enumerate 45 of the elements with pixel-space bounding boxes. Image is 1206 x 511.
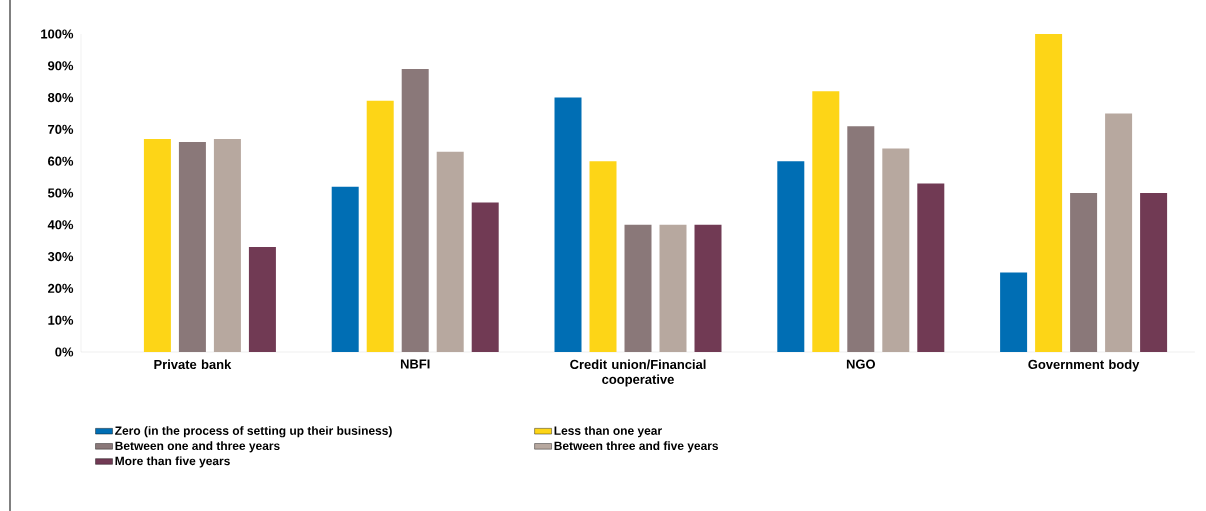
bar <box>624 224 652 352</box>
y-tick-label: 20% <box>48 283 74 293</box>
bar <box>178 142 206 352</box>
x-tick-label: Credit union/Financial cooperative <box>570 359 706 387</box>
bar <box>554 97 582 352</box>
bar <box>694 224 722 352</box>
bar <box>366 100 394 352</box>
x-tick-label: NGO <box>846 359 876 369</box>
bar <box>143 138 171 352</box>
bar <box>847 126 875 352</box>
bar <box>1070 192 1098 352</box>
bar <box>213 138 241 352</box>
x-tick-label: NBFI <box>400 359 430 369</box>
bar <box>436 151 464 352</box>
bar <box>659 224 687 352</box>
y-tick-label: 40% <box>47 220 74 230</box>
y-tick-label: 0% <box>55 347 74 357</box>
y-tick-label: 70% <box>48 124 74 134</box>
bar <box>777 161 805 352</box>
legend-label: More than five years <box>115 456 230 468</box>
bar <box>1105 113 1133 352</box>
bar <box>1000 272 1028 352</box>
y-tick-label: 100% <box>41 29 74 39</box>
bar <box>331 186 359 352</box>
y-tick-label: 50% <box>47 188 74 198</box>
bar <box>1035 33 1063 352</box>
x-tick-label: Government body <box>1028 359 1140 372</box>
bar <box>917 183 945 352</box>
bar <box>1140 192 1168 352</box>
bar <box>401 68 429 352</box>
bar <box>471 202 499 352</box>
legend-label: Between three and five years <box>554 441 719 453</box>
y-tick-label: 60% <box>48 156 74 166</box>
y-tick-label: 90% <box>48 61 74 71</box>
bar <box>882 148 910 352</box>
bar <box>248 247 276 352</box>
y-tick-label: 30% <box>47 251 74 262</box>
legend-label: Zero (in the process of setting up their business) <box>115 426 392 438</box>
bar <box>589 161 617 352</box>
y-tick-label: 80% <box>47 93 74 103</box>
y-tick-label: 10% <box>48 315 74 325</box>
bar <box>812 91 840 352</box>
legend-label: Between one and three years <box>115 441 280 453</box>
x-tick-label: Private bank <box>154 359 232 370</box>
legend-label: Less than one year <box>554 426 662 438</box>
